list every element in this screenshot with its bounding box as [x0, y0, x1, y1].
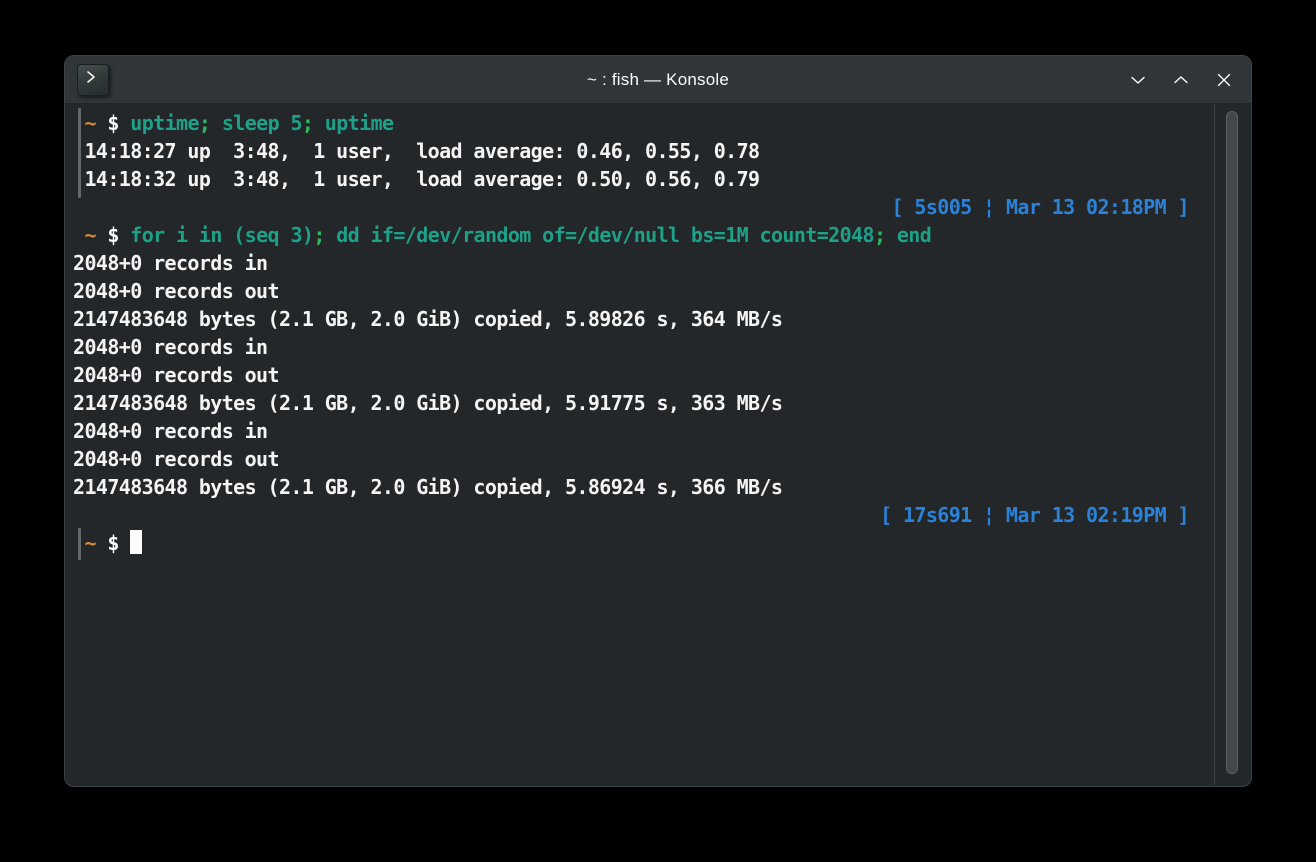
output-line: 14:18:27 up 3:48, 1 user, load average: …	[73, 139, 760, 163]
minimize-button[interactable]	[1123, 65, 1153, 95]
konsole-app-icon[interactable]	[77, 64, 109, 96]
output-line: 2147483648 bytes (2.1 GB, 2.0 GiB) copie…	[73, 391, 783, 415]
scrollbar-track-divider	[1214, 104, 1215, 785]
prompt-line: ~ $ uptime; sleep 5; uptime	[84, 111, 394, 135]
terminal-output: ~ $ uptime; sleep 5; uptime 14:18:27 up …	[65, 104, 1215, 786]
scrollbar-thumb[interactable]	[1226, 111, 1238, 774]
prompt-line: ~ $ for i in (seq 3); dd if=/dev/random …	[84, 223, 932, 247]
output-line: 2048+0 records out	[73, 447, 280, 471]
output-line: 2048+0 records in	[73, 251, 268, 275]
output-line: 2048+0 records out	[73, 279, 280, 303]
duration-timestamp-line: [ 5s005 ¦ Mar 13 02:18PM ]	[891, 195, 1190, 219]
terminal-cursor	[130, 530, 143, 554]
konsole-window: ~ : fish — Konsole ~ $ uptime; sleep 5	[64, 55, 1252, 787]
konsole-prompt-chevron-icon	[87, 71, 95, 83]
terminal-area[interactable]: ~ $ uptime; sleep 5; uptime 14:18:27 up …	[65, 104, 1251, 786]
output-line: 2048+0 records out	[73, 363, 280, 387]
output-line: 14:18:32 up 3:48, 1 user, load average: …	[73, 167, 760, 191]
output-line: 2048+0 records in	[73, 335, 268, 359]
titlebar[interactable]: ~ : fish — Konsole	[65, 56, 1251, 104]
prompt-line-current: ~ $	[73, 529, 1189, 557]
window-controls	[1123, 56, 1239, 104]
close-button[interactable]	[1209, 65, 1239, 95]
window-title: ~ : fish — Konsole	[586, 69, 730, 89]
output-line: 2048+0 records in	[73, 419, 268, 443]
output-line: 2147483648 bytes (2.1 GB, 2.0 GiB) copie…	[73, 307, 783, 331]
chevron-up-icon	[1174, 76, 1188, 84]
chevron-down-icon	[1131, 76, 1145, 84]
close-icon	[1217, 73, 1231, 87]
output-line: 2147483648 bytes (2.1 GB, 2.0 GiB) copie…	[73, 475, 783, 499]
maximize-button[interactable]	[1166, 65, 1196, 95]
duration-timestamp-line: [ 17s691 ¦ Mar 13 02:19PM ]	[880, 503, 1190, 527]
